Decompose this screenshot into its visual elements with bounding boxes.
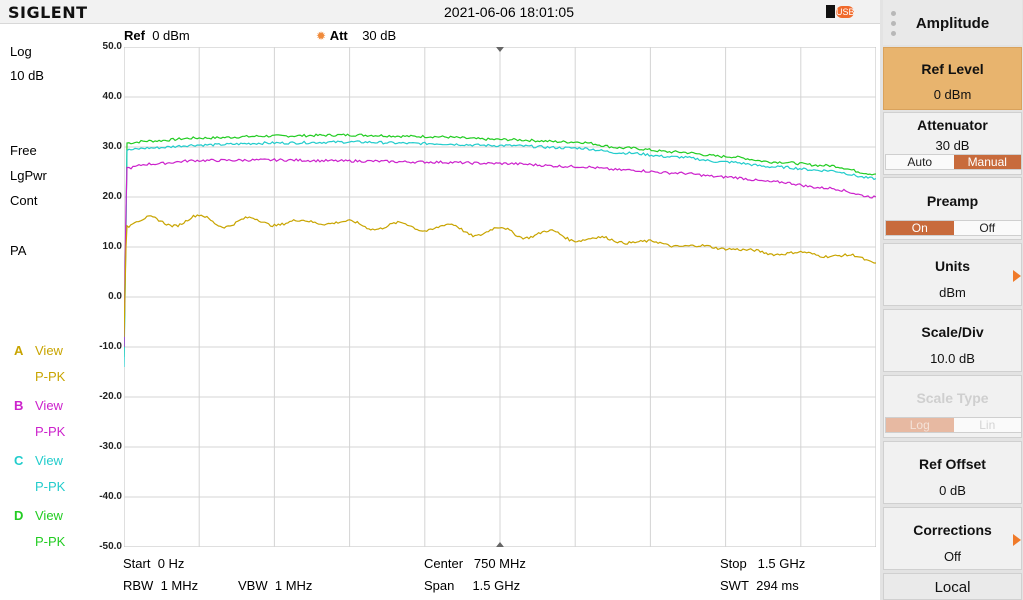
plot-grid <box>124 47 876 547</box>
corrections-value: Off <box>943 549 962 564</box>
ref-level-key[interactable]: Ref Level 0 dBm <box>883 47 1022 110</box>
units-value: dBm <box>939 285 966 300</box>
preamp-toggle[interactable]: On Off <box>885 220 1022 236</box>
attenuator-key[interactable]: Attenuator 30 dB Auto Manual <box>883 112 1022 175</box>
preamp-off-option[interactable]: Off <box>953 221 1021 235</box>
ref-level-label: Ref Level <box>921 61 984 77</box>
scale-div-label: 10 dB <box>10 68 44 83</box>
preamp-on-option[interactable]: On <box>886 221 954 235</box>
trace-b-detector: P-PK <box>35 424 66 439</box>
scale-div-key[interactable]: Scale/Div 10.0 dB <box>883 309 1022 372</box>
attenuator-mode-toggle[interactable]: Auto Manual <box>885 154 1022 170</box>
span: Span 1.5 GHz <box>424 578 521 593</box>
usb-icon: USB <box>826 5 855 19</box>
scale-type-log-option: Log <box>886 418 954 432</box>
datetime: 2021-06-06 18:01:05 <box>444 4 574 20</box>
scale-div-value: 10.0 dB <box>930 351 975 366</box>
rbw: RBW 1 MHz <box>123 578 199 593</box>
sun-icon: ✹ <box>316 29 327 43</box>
trace-a-line <box>124 214 876 338</box>
trace-c-line <box>124 140 876 368</box>
preamp-label: PA <box>10 243 27 258</box>
trace-d-line <box>124 133 876 358</box>
y-tick-label: -50.0 <box>99 541 122 552</box>
submenu-arrow-icon <box>1013 534 1021 546</box>
trace-d-detector: P-PK <box>35 534 66 549</box>
ref-offset-label: Ref Offset <box>919 456 986 472</box>
attenuator-manual-option[interactable]: Manual <box>953 155 1021 169</box>
drag-handle-icon[interactable] <box>891 11 897 41</box>
units-key[interactable]: Units dBm <box>883 243 1022 306</box>
y-tick-label: 10.0 <box>102 241 122 252</box>
softkey-panel: Amplitude Ref Level 0 dBm Attenuator 30 … <box>880 0 1023 600</box>
y-tick-label: -20.0 <box>99 391 122 402</box>
local-label: Local <box>934 579 971 596</box>
stop-freq: Stop 1.5 GHz <box>720 556 806 571</box>
scale-div-label: Scale/Div <box>921 324 984 340</box>
units-label: Units <box>935 258 970 274</box>
submenu-arrow-icon <box>1013 270 1021 282</box>
sweep-mode-label: Cont <box>10 193 38 208</box>
y-tick-label: 40.0 <box>102 91 122 102</box>
spectrum-plot[interactable] <box>124 47 876 547</box>
trace-b-state: View <box>35 398 63 413</box>
scale-mode-label: Log <box>10 44 32 59</box>
attenuator-auto-option[interactable]: Auto <box>886 155 954 169</box>
trace-b-letter: B <box>14 398 24 413</box>
trigger-label: Free <box>10 143 37 158</box>
y-tick-label: 50.0 <box>102 41 122 52</box>
center-freq: Center 750 MHz <box>424 556 526 571</box>
scale-type-label: Scale Type <box>916 390 989 406</box>
corrections-key[interactable]: Corrections Off <box>883 507 1022 570</box>
menu-title: Amplitude <box>915 15 990 32</box>
scale-type-key: Scale Type Log Lin <box>883 375 1022 438</box>
menu-title-key: Amplitude <box>883 0 1022 45</box>
trace-lines <box>124 133 876 368</box>
y-tick-label: 0.0 <box>108 291 122 302</box>
attenuator-value: 30 dB <box>935 138 970 153</box>
ref-readout: Ref 0 dBm <box>124 28 190 43</box>
attenuator-label: Attenuator <box>917 117 988 133</box>
trace-a-detector: P-PK <box>35 369 66 384</box>
scale-type-lin-option: Lin <box>953 418 1021 432</box>
trace-d-letter: D <box>14 508 24 523</box>
trace-a-state: View <box>35 343 63 358</box>
trace-a-letter: A <box>14 343 24 358</box>
ref-level-value: 0 dBm <box>933 87 972 102</box>
att-readout: ✹ Att 30 dB <box>316 28 397 43</box>
trace-c-detector: P-PK <box>35 479 66 494</box>
avg-type-label: LgPwr <box>10 168 47 183</box>
corrections-label: Corrections <box>913 522 992 538</box>
trace-c-state: View <box>35 453 63 468</box>
trace-d-state: View <box>35 508 63 523</box>
status-bar: SIGLENT 2021-06-06 18:01:05 USB <box>0 0 880 24</box>
trace-c-letter: C <box>14 453 24 468</box>
y-tick-label: 30.0 <box>102 141 122 152</box>
y-tick-label: -40.0 <box>99 491 122 502</box>
y-tick-label: -30.0 <box>99 441 122 452</box>
ref-offset-key[interactable]: Ref Offset 0 dB <box>883 441 1022 504</box>
y-tick-label: 20.0 <box>102 191 122 202</box>
center-marker-bottom-icon <box>496 542 504 547</box>
sweep-time: SWT 294 ms <box>720 578 799 593</box>
preamp-key[interactable]: Preamp On Off <box>883 177 1022 240</box>
brand-logo: SIGLENT <box>8 3 88 22</box>
center-marker-top-icon <box>496 47 504 52</box>
local-key[interactable]: Local <box>883 573 1022 600</box>
preamp-label: Preamp <box>926 193 979 209</box>
y-tick-label: -10.0 <box>99 341 122 352</box>
start-freq: Start 0 Hz <box>123 556 185 571</box>
scale-type-toggle: Log Lin <box>885 417 1022 433</box>
trace-b-line <box>124 158 876 348</box>
ref-offset-value: 0 dB <box>939 483 966 498</box>
vbw: VBW 1 MHz <box>238 578 313 593</box>
